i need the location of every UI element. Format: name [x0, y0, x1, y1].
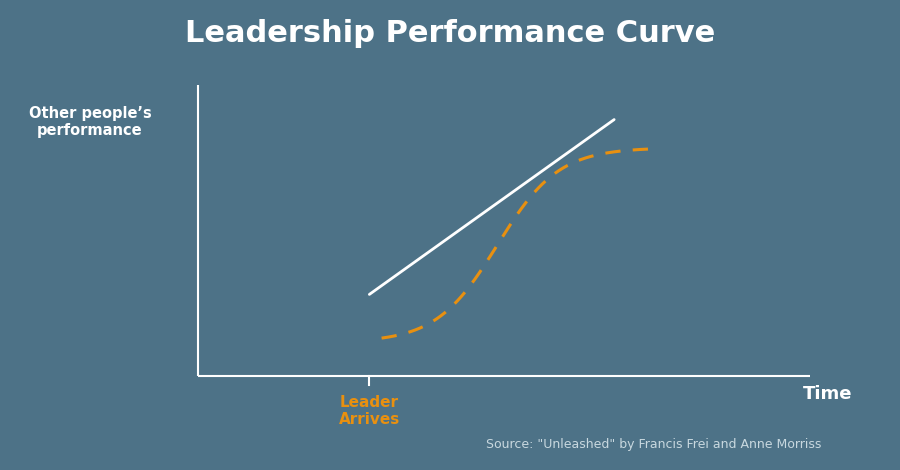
Text: Other people’s
performance: Other people’s performance: [29, 106, 151, 138]
Text: Leadership Performance Curve: Leadership Performance Curve: [184, 19, 716, 48]
Text: Time: Time: [803, 385, 853, 403]
Text: Leader
Arrives: Leader Arrives: [338, 395, 400, 427]
Text: Source: "Unleashed" by Francis Frei and Anne Morriss: Source: "Unleashed" by Francis Frei and …: [486, 438, 822, 451]
